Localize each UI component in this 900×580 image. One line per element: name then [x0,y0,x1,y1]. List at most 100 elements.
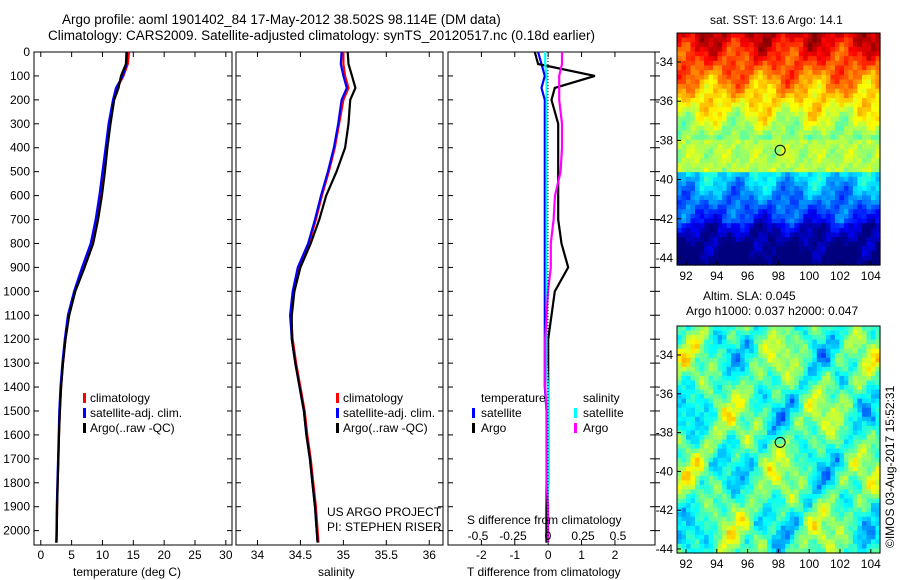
map-cell [812,88,818,94]
map-cell [821,326,827,332]
map-cell [816,330,822,336]
map-cell [695,227,701,234]
map-cell [807,121,813,127]
map-cell [717,330,723,336]
map-cell [794,125,800,132]
map-cell [834,534,841,540]
map-cell [866,521,872,527]
map-cell [749,218,755,224]
map-cell [862,380,868,386]
map-cell [771,65,777,71]
map-cell [825,371,832,377]
map-cell [812,462,818,468]
map-cell [807,480,813,486]
map-cell [875,530,881,536]
map-cell [825,503,832,509]
map-cell [722,466,728,472]
map-cell [871,398,877,404]
map-cell [713,403,719,409]
map-cell [717,255,723,261]
map-cell [704,65,710,71]
map-cell [735,46,741,53]
map-cell [695,457,701,463]
map-cell [812,107,818,113]
map-cell [713,448,719,454]
map-cell [803,330,809,336]
map-cell [699,116,705,122]
series-line-satellite-adj-clim- [288,51,348,543]
map-cell [825,246,832,252]
map-cell [686,444,692,450]
map-cell [794,466,800,472]
map-cell [785,339,791,345]
map-cell [762,362,768,368]
map-cell [731,74,737,81]
map-cell [695,385,701,391]
map-cell [789,507,795,513]
map-cell [798,416,804,422]
map-cell [677,353,683,359]
map-cell [843,102,850,108]
map-cell [875,475,881,481]
map-cell [798,471,804,477]
map-cell [695,475,701,481]
map-cell [726,484,732,491]
map-cell [789,453,795,459]
map-cell [848,507,854,513]
map-cell [677,475,683,481]
map-cell [677,489,683,495]
map-cell [812,362,818,368]
map-cell [812,330,818,336]
map-cell [852,56,859,62]
map-cell [744,102,750,108]
map-cell [731,412,737,418]
map-cell [753,489,759,495]
map-cell [744,525,750,531]
map-cell [825,344,832,350]
map-cell [726,412,732,418]
map-cell [794,425,800,432]
depth-tick-label: 700 [10,213,30,227]
map-cell [758,425,764,432]
map-cell [686,84,692,90]
x-tick-label: 25 [188,548,202,562]
map-cell [857,512,863,518]
map-cell [798,195,804,201]
map-cell [704,149,710,155]
map-cell [771,462,777,468]
map-cell [686,181,692,187]
map-cell [871,153,877,159]
map-cell [843,74,850,81]
map-cell [704,398,710,404]
map-cell [749,407,755,413]
map-cell [740,380,746,386]
map-cell [803,439,809,445]
map-cell [771,484,777,491]
map-cell [758,366,764,373]
map-cell [839,223,845,229]
map-cell [794,498,800,504]
map-cell [875,480,881,486]
map-cell [812,130,818,136]
map-cell [803,335,809,341]
map-cell [677,195,683,201]
map-cell [857,444,863,450]
map-cell [852,357,859,363]
map-cell [771,534,777,540]
map-cell [807,246,813,252]
map-cell [735,435,741,441]
series-line-salinity-satellite [544,52,550,543]
map-cell [686,107,692,113]
map-cell [749,102,755,108]
map-cell [677,435,683,441]
map-cell [785,209,791,215]
map-cell [807,98,813,104]
map-cell [753,33,759,39]
map-cell [681,42,687,48]
map-cell [744,158,750,164]
map-cell [798,394,804,400]
map-cell [785,385,791,391]
map-cell [871,195,877,201]
map-cell [857,162,863,169]
map-cell [749,326,755,332]
